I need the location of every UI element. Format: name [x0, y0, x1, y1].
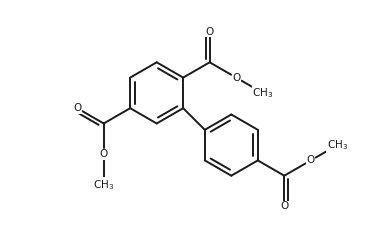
Text: CH$_3$: CH$_3$: [252, 86, 273, 100]
Text: CH$_3$: CH$_3$: [93, 178, 114, 192]
Text: CH$_3$: CH$_3$: [327, 138, 348, 152]
Text: O: O: [307, 155, 315, 165]
Text: O: O: [100, 149, 108, 159]
Text: O: O: [280, 201, 288, 211]
Text: O: O: [232, 73, 240, 83]
Text: O: O: [206, 27, 214, 37]
Text: O: O: [73, 103, 81, 113]
